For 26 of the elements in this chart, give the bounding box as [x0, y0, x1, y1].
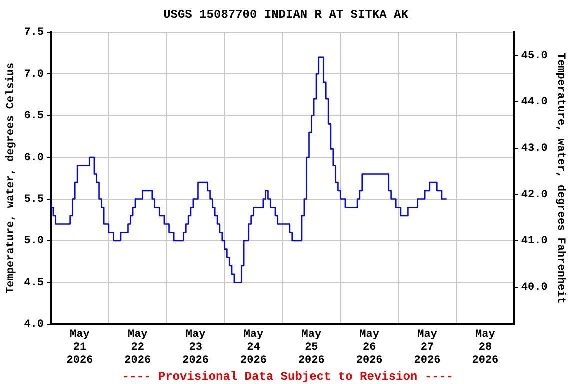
y2-tick-label: 43.0: [521, 143, 548, 156]
x-tick-label: May 22 2026: [124, 328, 152, 368]
y-tick-label: 6.0: [24, 152, 44, 164]
x-tick-label: May 26 2026: [356, 328, 383, 368]
y-tick-label: 6.5: [24, 110, 44, 123]
x-tick-label: May 28 2026: [472, 328, 499, 368]
x-tick-label: May 27 2026: [414, 328, 441, 368]
y-tick-label: 5.0: [24, 236, 44, 248]
y2-tick-label: 45.0: [521, 50, 548, 62]
text: ---- Provisional Data Subject to Revision ----: [122, 370, 454, 384]
y-tick-label: 7.5: [24, 27, 44, 40]
y2-tick-label: 42.0: [521, 189, 548, 202]
y-tick-label: 4.0: [24, 319, 44, 332]
y-axis-title: Temperature, water, degrees Celsius: [5, 62, 18, 294]
y-tick-label: 5.5: [24, 194, 44, 206]
y-tick-label: 7.0: [24, 68, 44, 81]
y2-tick-label: 41.0: [521, 236, 548, 248]
x-tick-label: May 23 2026: [182, 328, 210, 368]
x-tick-label: May 25 2026: [298, 328, 325, 368]
x-tick-label: May 24 2026: [240, 328, 267, 368]
y-tick-label: 4.5: [24, 277, 44, 290]
y2-tick-label: 44.0: [521, 96, 548, 109]
y2-tick-label: 40.0: [521, 282, 548, 294]
y2-axis-title: Temperature, water, degrees Fahrenheit: [554, 52, 567, 304]
x-tick-label: May 21 2026: [66, 328, 94, 368]
chart-title: USGS 15087700 INDIAN R AT SITKA AK: [164, 8, 410, 22]
